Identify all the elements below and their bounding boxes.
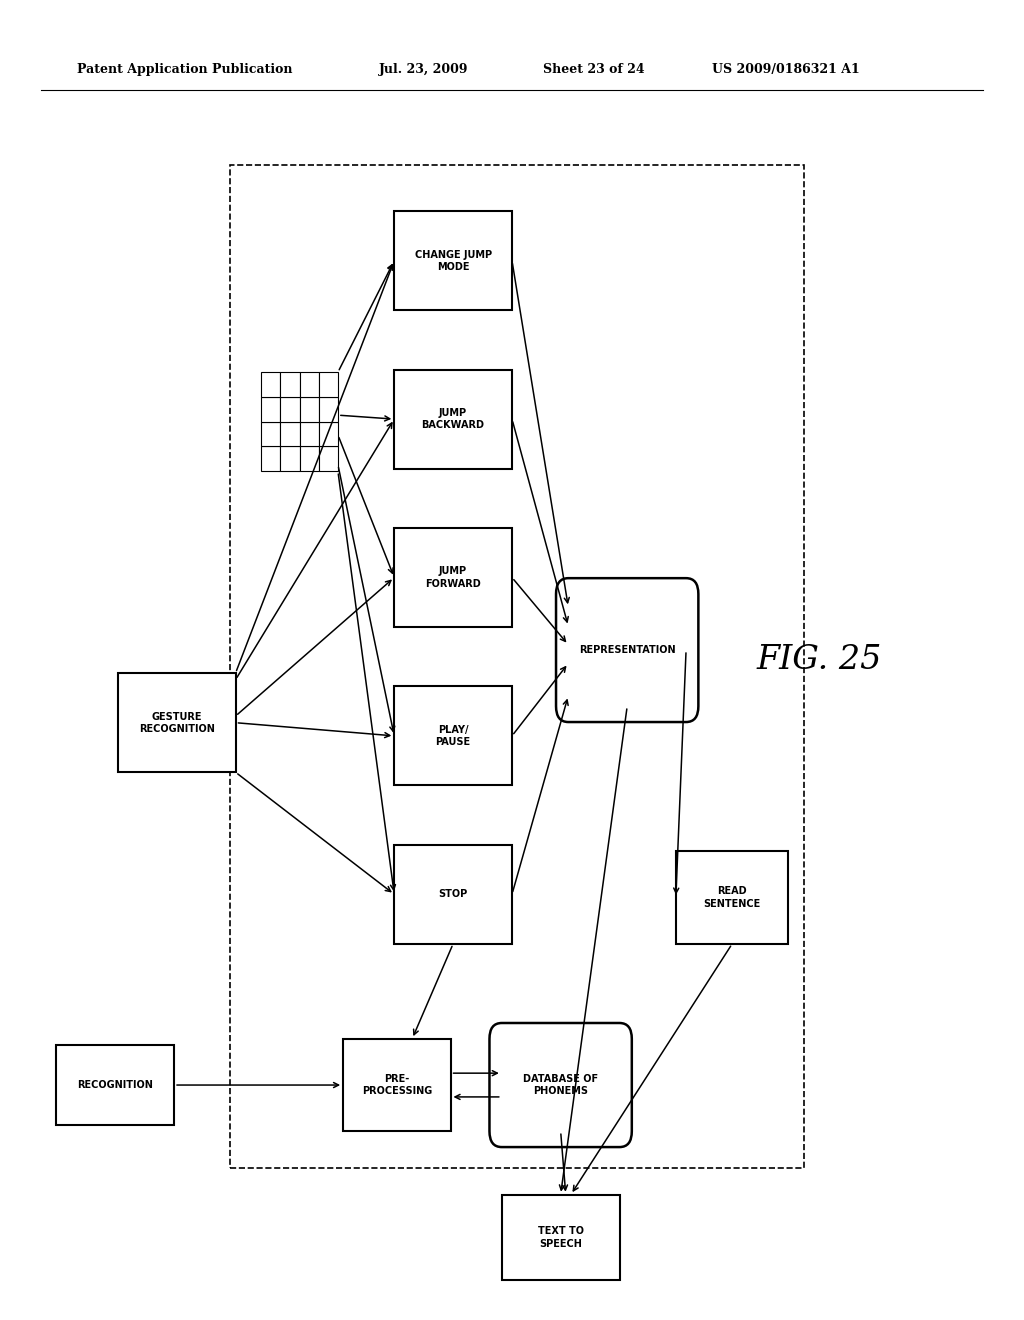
Text: STOP: STOP bbox=[438, 890, 468, 899]
Bar bbox=[281, 397, 299, 422]
Bar bbox=[343, 1039, 451, 1131]
Bar bbox=[394, 370, 512, 469]
FancyBboxPatch shape bbox=[489, 1023, 632, 1147]
Bar bbox=[394, 211, 512, 310]
Text: READ
SENTENCE: READ SENTENCE bbox=[703, 887, 761, 908]
Text: REPRESENTATION: REPRESENTATION bbox=[579, 645, 676, 655]
Bar bbox=[261, 446, 281, 471]
Bar bbox=[394, 528, 512, 627]
Bar bbox=[394, 845, 512, 944]
Bar bbox=[318, 397, 338, 422]
Bar bbox=[281, 421, 299, 446]
Text: PLAY/
PAUSE: PLAY/ PAUSE bbox=[435, 725, 471, 747]
Bar bbox=[261, 421, 281, 446]
Text: FIG. 25: FIG. 25 bbox=[757, 644, 882, 676]
Bar bbox=[318, 421, 338, 446]
Bar bbox=[318, 372, 338, 397]
Text: Jul. 23, 2009: Jul. 23, 2009 bbox=[379, 63, 468, 77]
Text: Patent Application Publication: Patent Application Publication bbox=[77, 63, 292, 77]
FancyBboxPatch shape bbox=[556, 578, 698, 722]
Text: PRE-
PROCESSING: PRE- PROCESSING bbox=[361, 1074, 432, 1096]
Bar bbox=[299, 421, 318, 446]
Bar bbox=[118, 673, 236, 772]
Bar bbox=[318, 446, 338, 471]
Text: JUMP
BACKWARD: JUMP BACKWARD bbox=[422, 408, 484, 430]
Bar bbox=[299, 372, 318, 397]
Text: GESTURE
RECOGNITION: GESTURE RECOGNITION bbox=[138, 711, 215, 734]
Text: JUMP
FORWARD: JUMP FORWARD bbox=[425, 566, 481, 589]
Bar bbox=[299, 446, 318, 471]
Text: CHANGE JUMP
MODE: CHANGE JUMP MODE bbox=[415, 249, 492, 272]
Text: Sheet 23 of 24: Sheet 23 of 24 bbox=[543, 63, 644, 77]
Bar bbox=[676, 851, 788, 944]
Bar bbox=[394, 686, 512, 785]
Bar bbox=[281, 446, 299, 471]
Text: DATABASE OF
PHONEMS: DATABASE OF PHONEMS bbox=[523, 1074, 598, 1096]
Text: RECOGNITION: RECOGNITION bbox=[77, 1080, 154, 1090]
Bar bbox=[281, 372, 299, 397]
Text: US 2009/0186321 A1: US 2009/0186321 A1 bbox=[712, 63, 859, 77]
Bar bbox=[56, 1045, 174, 1125]
Bar bbox=[502, 1195, 620, 1280]
Bar bbox=[261, 397, 281, 422]
Text: TEXT TO
SPEECH: TEXT TO SPEECH bbox=[538, 1226, 584, 1249]
Bar bbox=[230, 165, 804, 1168]
Bar bbox=[261, 372, 281, 397]
Bar bbox=[299, 397, 318, 422]
